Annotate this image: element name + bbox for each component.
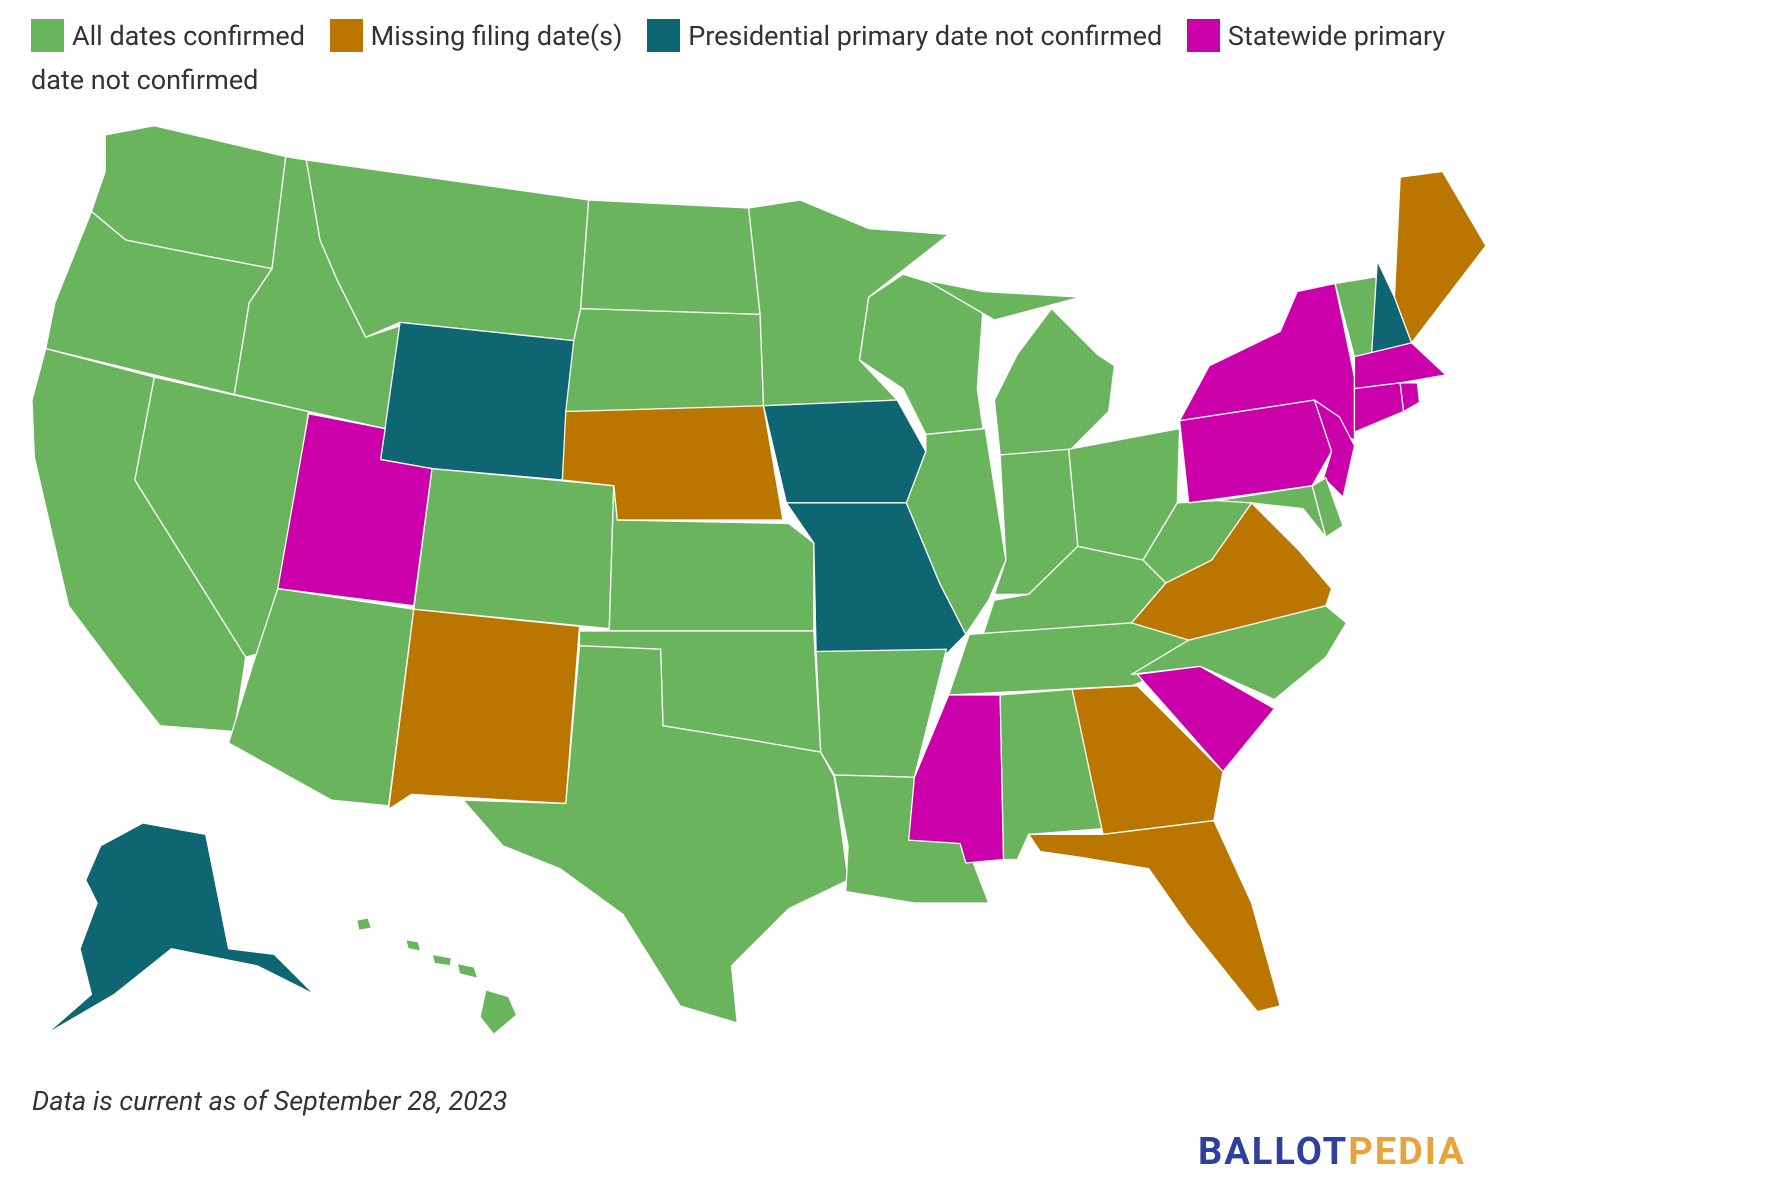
legend-swatch [31,19,64,52]
footnote: Data is current as of September 28, 2023 [32,1085,508,1117]
legend-swatch [329,19,363,52]
state [993,307,1116,456]
state [405,938,422,952]
state [1071,685,1224,836]
state [1399,382,1421,413]
state [565,307,765,415]
state [1136,665,1276,773]
legend-swatch [647,19,681,52]
state [479,989,518,1036]
state [1216,485,1327,538]
legend: All dates confirmed Missing filing date(… [31,14,1471,102]
state [1028,820,1281,1013]
state [925,279,1081,321]
logo-part: PEDIA [1348,1130,1466,1174]
state [580,199,761,315]
legend-label: All dates confirmed [72,20,305,52]
state [905,427,1007,635]
legend-swatch [1186,19,1220,52]
state [1313,399,1356,498]
legend-item: Presidential primary date not confirmed [647,19,1163,52]
logo-part: BALLOT [1198,1130,1349,1174]
legend-item: Missing filing date(s) [329,19,623,52]
state [1353,342,1447,390]
legend-item: All dates confirmed [31,19,305,52]
state [1353,382,1405,433]
logo: BALLOTPEDIA [1198,1130,1466,1174]
state [1311,477,1344,538]
state [456,962,479,980]
state [462,645,849,1024]
state [1393,170,1487,344]
state [387,608,581,810]
legend-label: Statewide primary date not confirmed [31,20,1446,96]
state [355,917,373,932]
state [431,953,453,967]
legend-item: Statewide primary date not confirmed [31,19,1446,96]
state [413,468,615,630]
state [762,399,927,504]
legend-label: Presidential primary date not confirmed [688,20,1163,52]
state [379,321,575,481]
state [45,822,315,1036]
legend-label: Missing filing date(s) [370,20,623,52]
